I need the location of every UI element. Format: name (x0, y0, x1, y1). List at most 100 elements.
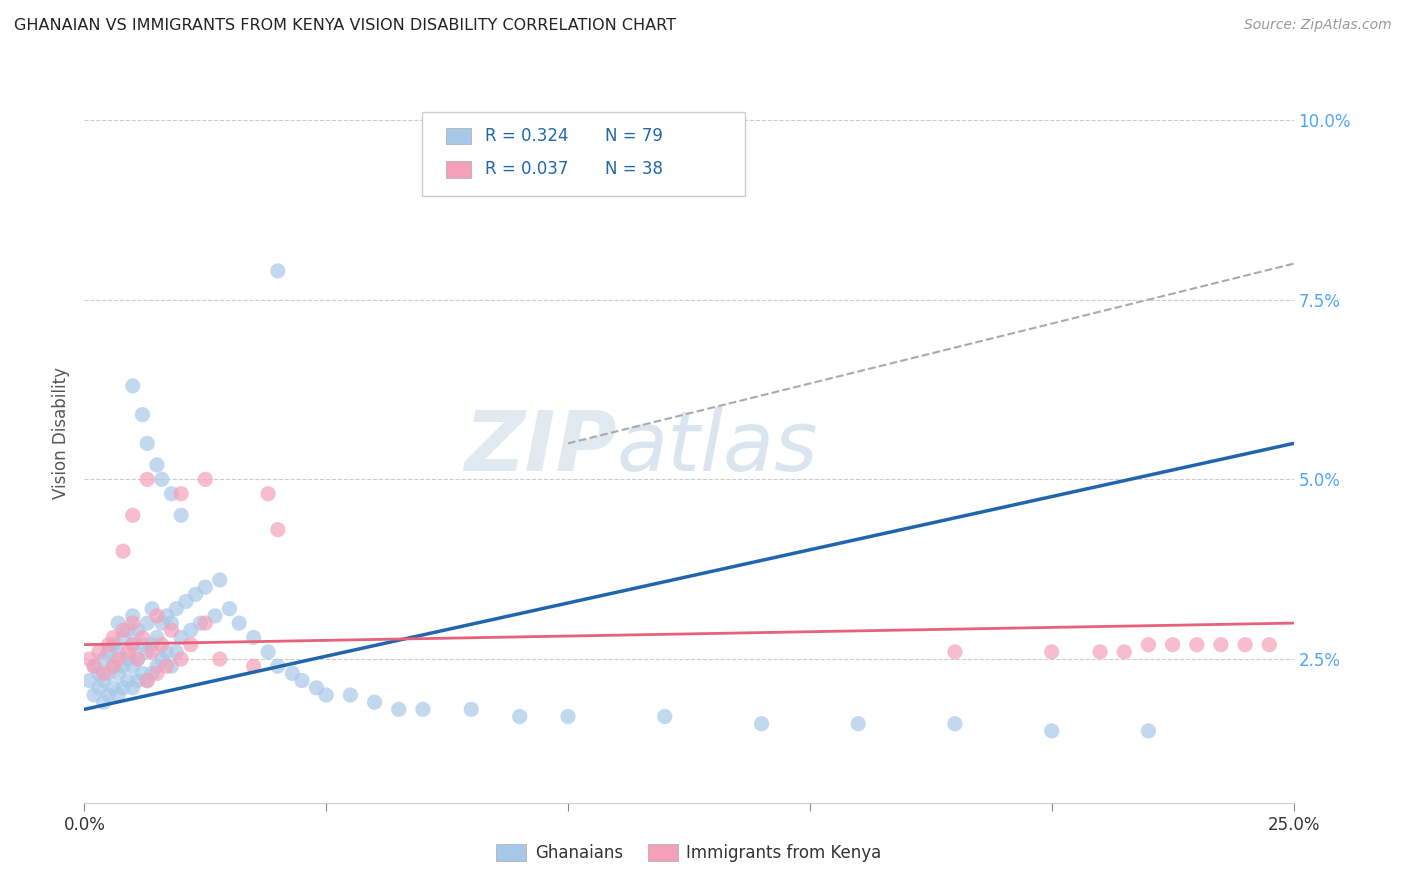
Y-axis label: Vision Disability: Vision Disability (52, 367, 70, 499)
Point (165, 601, 187, 615)
Point (93, 695, 115, 709)
Point (93, 652, 115, 666)
Point (127, 624, 149, 638)
Point (121, 616, 143, 631)
Point (121, 638, 143, 652)
Point (141, 666, 163, 681)
Point (170, 631, 193, 645)
Point (112, 631, 135, 645)
Point (131, 666, 153, 681)
Point (121, 659, 143, 673)
Point (170, 486, 193, 500)
Point (121, 638, 143, 652)
Point (146, 608, 169, 623)
Point (117, 652, 139, 666)
Point (160, 486, 183, 500)
Point (388, 702, 411, 716)
Point (291, 673, 314, 688)
Point (1088, 645, 1111, 659)
Text: GHANAIAN VS IMMIGRANTS FROM KENYA VISION DISABILITY CORRELATION CHART: GHANAIAN VS IMMIGRANTS FROM KENYA VISION… (14, 18, 676, 33)
Point (170, 508, 193, 523)
Point (460, 702, 482, 716)
Point (557, 709, 579, 723)
Point (150, 652, 173, 666)
Point (136, 472, 159, 486)
Point (943, 645, 966, 659)
Point (112, 659, 135, 673)
Point (257, 486, 280, 500)
Point (136, 645, 159, 659)
Point (121, 379, 143, 393)
Text: R = 0.037: R = 0.037 (485, 161, 568, 178)
Point (112, 681, 135, 695)
Point (141, 638, 163, 652)
Text: atlas: atlas (616, 407, 818, 488)
Point (103, 681, 125, 695)
Point (121, 608, 143, 623)
Point (1258, 638, 1281, 652)
Point (107, 645, 129, 659)
Point (121, 681, 143, 695)
Point (127, 652, 149, 666)
Point (107, 666, 129, 681)
Point (97, 688, 120, 702)
Point (281, 666, 304, 681)
Point (1137, 638, 1160, 652)
Point (305, 681, 328, 695)
Point (509, 709, 531, 723)
Point (146, 631, 169, 645)
Point (315, 688, 337, 702)
Point (180, 638, 202, 652)
Point (97, 666, 120, 681)
Point (97, 638, 120, 652)
Point (136, 673, 159, 688)
Point (141, 645, 163, 659)
Point (170, 652, 193, 666)
Point (1209, 638, 1232, 652)
Text: N = 38: N = 38 (605, 161, 662, 178)
Text: ZIP: ZIP (464, 407, 616, 488)
Point (208, 573, 231, 587)
Point (146, 659, 169, 673)
Point (1040, 723, 1063, 738)
Point (93, 673, 115, 688)
Point (1040, 645, 1063, 659)
Point (208, 652, 231, 666)
Point (107, 652, 129, 666)
Point (155, 645, 177, 659)
Point (846, 716, 869, 731)
Point (136, 616, 159, 631)
Point (1114, 645, 1136, 659)
Point (160, 659, 183, 673)
Text: R = 0.324: R = 0.324 (485, 127, 568, 145)
Point (190, 616, 212, 631)
Point (943, 716, 966, 731)
Point (112, 544, 135, 558)
Point (267, 264, 290, 278)
Point (93, 666, 115, 681)
Point (83, 659, 105, 673)
Point (131, 631, 153, 645)
Point (242, 631, 264, 645)
Point (117, 624, 139, 638)
Point (1185, 638, 1208, 652)
Point (363, 695, 385, 709)
Point (194, 472, 217, 486)
Point (242, 659, 264, 673)
Point (97, 645, 120, 659)
Point (184, 587, 207, 601)
Point (218, 601, 240, 615)
Text: N = 79: N = 79 (605, 127, 662, 145)
Point (257, 645, 280, 659)
Point (228, 616, 250, 631)
Point (412, 702, 434, 716)
Point (267, 659, 290, 673)
Point (87, 681, 110, 695)
Point (117, 645, 139, 659)
Text: Source: ZipAtlas.com: Source: ZipAtlas.com (1244, 18, 1392, 32)
Point (136, 673, 159, 688)
Point (112, 624, 135, 638)
Point (204, 608, 226, 623)
Point (77, 652, 100, 666)
Point (127, 652, 149, 666)
